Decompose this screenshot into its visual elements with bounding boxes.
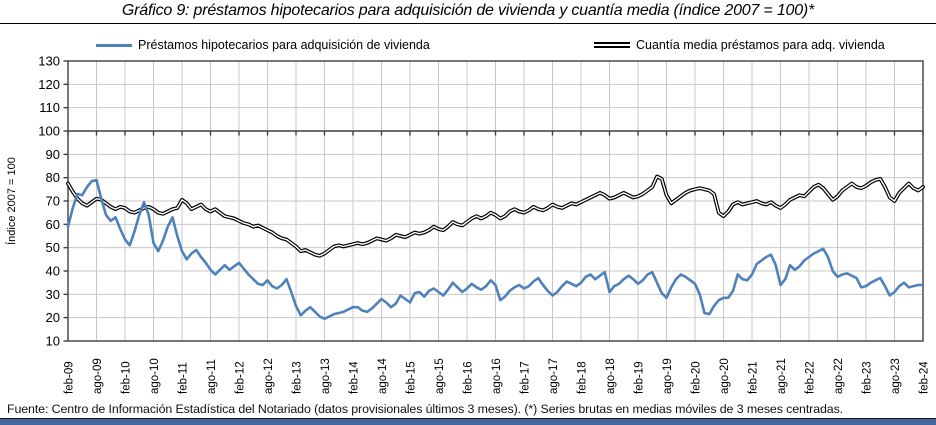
title-divider bbox=[0, 23, 936, 24]
svg-text:40: 40 bbox=[46, 264, 60, 279]
svg-text:ago-19: ago-19 bbox=[662, 358, 674, 394]
svg-text:feb-09: feb-09 bbox=[64, 361, 76, 394]
svg-text:ago-11: ago-11 bbox=[206, 359, 218, 394]
plot-border bbox=[63, 60, 924, 342]
svg-text:20: 20 bbox=[46, 310, 60, 325]
svg-text:ago-18: ago-18 bbox=[605, 358, 617, 394]
svg-text:feb-23: feb-23 bbox=[862, 361, 874, 394]
svg-text:Índice 2007 = 100: Índice 2007 = 100 bbox=[5, 157, 18, 245]
axis-cross-line-100 bbox=[67, 130, 924, 136]
svg-text:120: 120 bbox=[38, 77, 60, 92]
svg-text:ago-09: ago-09 bbox=[92, 358, 104, 394]
chart-title: Gráfico 9: préstamos hipotecarios para a… bbox=[121, 2, 815, 19]
svg-text:feb-21: feb-21 bbox=[748, 361, 760, 394]
svg-text:ago-12: ago-12 bbox=[263, 358, 275, 394]
svg-text:ago-17: ago-17 bbox=[548, 358, 560, 394]
svg-text:feb-19: feb-19 bbox=[634, 361, 646, 394]
svg-text:ago-10: ago-10 bbox=[149, 358, 161, 394]
svg-text:70: 70 bbox=[46, 194, 60, 209]
x-axis-labels: feb-09 ago-09 feb-10 ago-10 feb-11 ago-11 feb-… bbox=[64, 358, 931, 394]
svg-text:feb-20: feb-20 bbox=[691, 361, 703, 394]
legend-label-cuantia: Cuantía media préstamos para adq. vivien… bbox=[636, 38, 885, 52]
legend-item-prestamos: Préstamos hipotecarios para adquisición … bbox=[96, 38, 430, 52]
svg-text:feb-16: feb-16 bbox=[463, 361, 475, 394]
svg-text:10: 10 bbox=[46, 334, 60, 349]
svg-text:ago-23: ago-23 bbox=[890, 358, 902, 394]
svg-text:100: 100 bbox=[38, 124, 60, 139]
svg-text:130: 130 bbox=[38, 54, 60, 69]
svg-text:ago-15: ago-15 bbox=[434, 358, 446, 394]
svg-text:30: 30 bbox=[46, 287, 60, 302]
series-prestamos bbox=[66, 178, 925, 321]
gridlines bbox=[67, 61, 924, 341]
svg-text:feb-11: feb-11 bbox=[178, 362, 190, 394]
svg-text:feb-10: feb-10 bbox=[121, 361, 133, 394]
svg-text:ago-22: ago-22 bbox=[833, 358, 845, 394]
y-axis-labels: 10 20 30 40 50 60 70 80 90 100 110 120 130 bbox=[38, 54, 60, 349]
svg-text:ago-20: ago-20 bbox=[719, 358, 731, 394]
svg-text:50: 50 bbox=[46, 240, 60, 255]
legend-label-prestamos: Préstamos hipotecarios para adquisición … bbox=[138, 38, 430, 52]
svg-text:60: 60 bbox=[46, 217, 60, 232]
svg-text:110: 110 bbox=[39, 100, 60, 115]
source-note: Fuente: Centro de Información Estadístic… bbox=[7, 402, 844, 416]
svg-text:feb-13: feb-13 bbox=[292, 361, 304, 394]
svg-text:ago-21: ago-21 bbox=[776, 358, 788, 394]
blue-line-icon bbox=[96, 43, 132, 47]
svg-text:ago-16: ago-16 bbox=[491, 358, 503, 394]
svg-text:ago-14: ago-14 bbox=[377, 358, 389, 394]
svg-text:ago-13: ago-13 bbox=[320, 358, 332, 394]
svg-text:feb-17: feb-17 bbox=[520, 361, 532, 394]
y-axis-title: Índice 2007 = 100 bbox=[5, 157, 18, 245]
svg-text:90: 90 bbox=[46, 147, 60, 162]
series-cuantia-media bbox=[66, 174, 925, 258]
black-double-line-icon bbox=[594, 42, 630, 48]
bottom-accent-bar bbox=[0, 418, 936, 425]
svg-text:feb-22: feb-22 bbox=[805, 361, 817, 394]
svg-text:feb-18: feb-18 bbox=[577, 361, 589, 394]
svg-text:80: 80 bbox=[46, 170, 60, 185]
svg-text:feb-12: feb-12 bbox=[235, 361, 247, 394]
svg-text:feb-15: feb-15 bbox=[406, 361, 418, 394]
svg-text:feb-14: feb-14 bbox=[349, 361, 361, 394]
legend-item-cuantia: Cuantía media préstamos para adq. vivien… bbox=[594, 38, 885, 52]
svg-text:feb-24: feb-24 bbox=[919, 361, 931, 394]
